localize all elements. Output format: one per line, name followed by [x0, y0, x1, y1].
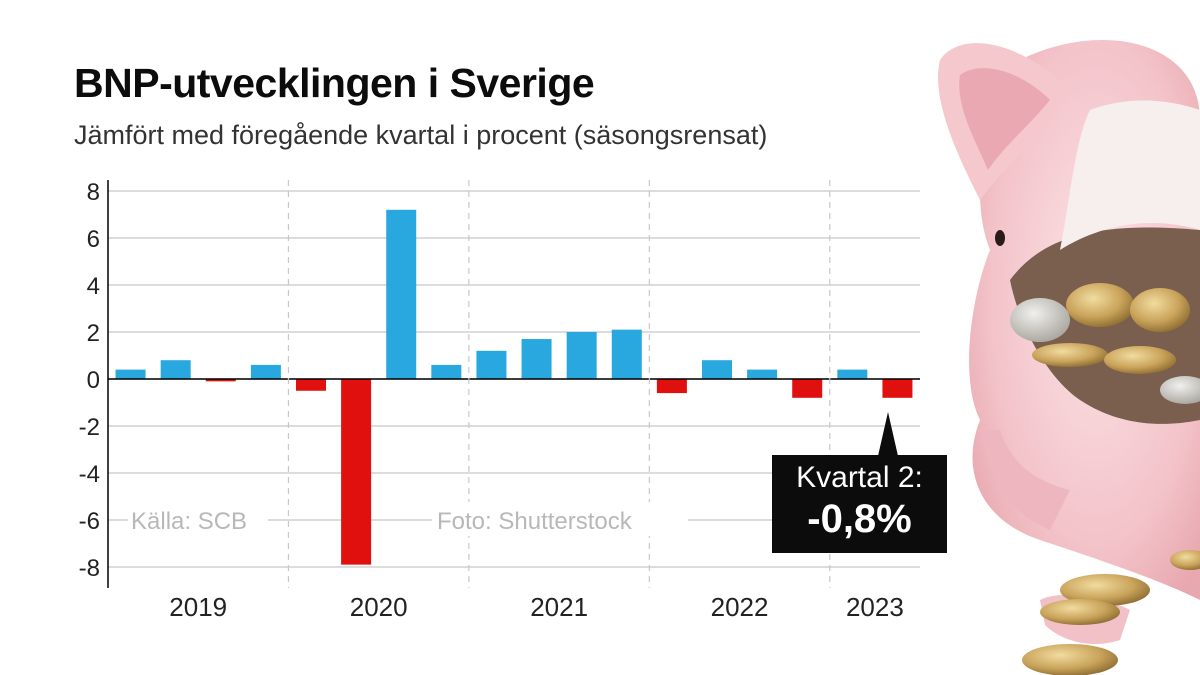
x-year-label: 2019: [169, 592, 227, 622]
callout-box: Kvartal 2: -0,8%: [772, 455, 947, 553]
callout-label: Kvartal 2:: [796, 461, 923, 494]
bar: [250, 364, 281, 379]
photo-credit: Foto: Shutterstock: [437, 508, 633, 535]
bar: [115, 369, 146, 379]
y-tick-label: 2: [87, 320, 100, 347]
source-label: Källa: SCB: [131, 508, 247, 535]
bar: [747, 369, 778, 379]
bar: [476, 350, 507, 379]
bar: [837, 369, 868, 379]
x-year-label: 2022: [711, 592, 769, 622]
bar: [386, 209, 417, 379]
chart-title: BNP-utvecklingen i Sverige: [74, 60, 595, 106]
bar: [566, 332, 597, 379]
chart-subtitle: Jämfört med föregående kvartal i procent…: [74, 120, 768, 150]
bar: [792, 379, 823, 398]
x-year-label: 2021: [530, 592, 588, 622]
y-tick-label: -2: [79, 414, 100, 441]
source-label-bg: [128, 502, 268, 536]
gdp-bar-chart: 8 6 4 2 0 -2 -4 -6 -8 2019 2020 2021 2022 2023 Källa: …: [79, 179, 920, 622]
y-tick-label: -6: [79, 508, 100, 535]
y-tick-label: 4: [87, 273, 100, 300]
bar: [611, 329, 642, 379]
callout-pointer: [878, 412, 898, 456]
bar: [296, 379, 326, 391]
y-tick-label: 6: [87, 226, 100, 253]
photo-credit-bg: [432, 502, 688, 536]
bar: [882, 379, 913, 398]
piggy-bank-with-coins-icon: [938, 40, 1200, 675]
bar: [341, 379, 372, 565]
y-tick-label: -4: [79, 461, 100, 488]
callout-value: -0,8%: [807, 497, 912, 541]
bar: [702, 360, 732, 379]
bar: [205, 379, 236, 382]
y-tick-label: -8: [79, 555, 100, 582]
y-tick-label: 0: [87, 367, 100, 394]
bar: [160, 360, 191, 379]
bar: [656, 379, 687, 394]
y-tick-label: 8: [87, 179, 100, 206]
bar: [431, 364, 462, 379]
x-year-label: 2020: [350, 592, 408, 622]
bar: [521, 339, 552, 379]
x-year-label: 2023: [846, 592, 904, 622]
